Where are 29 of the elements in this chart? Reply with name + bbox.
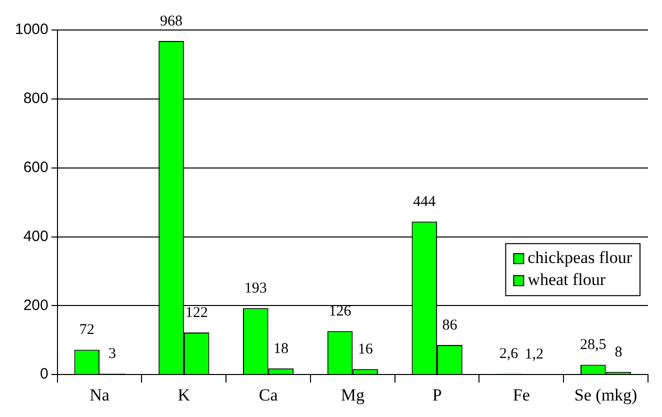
data-label: 126	[328, 304, 352, 320]
x-tick-label: Se (mkg)	[574, 385, 638, 404]
data-label: 193	[244, 280, 267, 297]
x-tick-label: Mg	[340, 385, 365, 404]
data-label: 2,6	[499, 346, 519, 362]
y-tick-label: 1000	[14, 21, 48, 38]
data-label: 122	[185, 304, 208, 321]
data-label: 18	[273, 340, 288, 357]
data-label: 968	[160, 13, 183, 30]
y-tick-label: 800	[23, 90, 48, 108]
x-tick-label: Fe	[512, 385, 530, 404]
y-tick-label: 200	[23, 296, 48, 314]
data-label: 28,5	[580, 337, 606, 354]
data-label: 444	[413, 194, 436, 210]
data-label: 3	[108, 346, 116, 362]
y-tick-label: 400	[23, 228, 48, 245]
x-tick-label: K	[178, 385, 191, 404]
data-label: 8	[614, 344, 622, 360]
legend-label: wheat flour	[528, 270, 606, 290]
x-tick-label: Ca	[258, 385, 278, 404]
x-tick-label: P	[432, 385, 442, 404]
x-tick-label: Na	[90, 385, 110, 404]
data-label: 86	[442, 317, 458, 334]
y-tick-label: 600	[23, 158, 48, 176]
data-label: 16	[358, 342, 374, 358]
y-tick-label: 0	[40, 366, 48, 383]
legend-label: chickpeas flour	[528, 248, 632, 268]
data-label: 1,2	[524, 346, 544, 363]
data-label: 72	[79, 322, 94, 338]
